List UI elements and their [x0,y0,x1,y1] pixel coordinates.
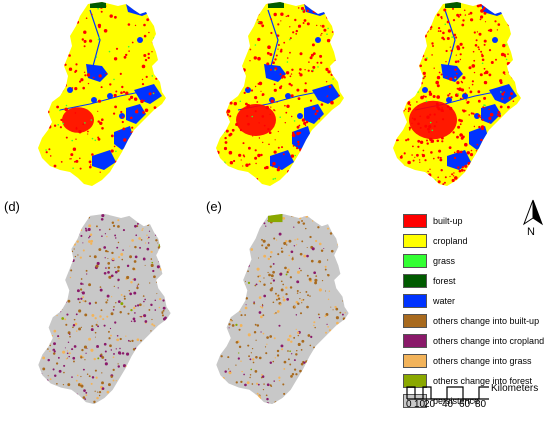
legend-item-change-grass: others change into grass [403,354,548,368]
legend-label: others change into forest [433,376,533,386]
legend-item-change-built-up: others change into built-up [403,314,548,328]
scale-tick: 40 [442,399,454,410]
legend-swatch [403,254,427,268]
legend-item-built-up: built-up [403,214,548,228]
scale-tick: 20 [424,399,436,410]
map-panel-a [38,2,166,186]
legend-label: persistence [433,396,480,406]
legend-label: others change into built-up [433,316,540,326]
legend-item-water: water [403,294,548,308]
legend-swatch [403,294,427,308]
north-label: N [527,226,535,238]
panel-label-d: (d) [4,199,20,214]
legend-label: forest [433,276,456,286]
legend-label: others change into cropland [433,336,545,346]
legend-label: cropland [433,236,468,246]
legend-item-cropland: cropland [403,234,548,248]
scale-bar [406,386,489,400]
legend-label: built-up [433,216,463,226]
legend-label: grass [433,256,456,266]
legend-swatch [403,214,427,228]
legend-swatch [403,274,427,288]
map-panel-b [216,2,344,186]
legend-swatch [403,314,427,328]
legend-swatch [403,334,427,348]
legend-item-grass: grass [403,254,548,268]
scale-tick: 80 [475,399,487,410]
map-panel-c [393,2,521,186]
scale-unit-label: Kilometers [491,383,539,394]
map-panel-d [38,213,171,405]
scale-tick-labels: 0 10 20 40 60 80 [405,399,550,413]
legend-swatch [403,234,427,248]
legend-label: others change into grass [433,356,532,366]
scale-tick: 60 [459,399,471,410]
legend-item-forest: forest [403,274,548,288]
legend-item-change-cropland: others change into cropland [403,334,548,348]
scale-tick: 0 [406,399,412,410]
legend-label: water [433,296,456,306]
legend-swatch [403,354,427,368]
panel-label-e: (e) [206,199,222,214]
map-panel-e [216,213,349,405]
scale-tick: 10 [414,399,426,410]
north-arrow-icon [522,199,544,226]
